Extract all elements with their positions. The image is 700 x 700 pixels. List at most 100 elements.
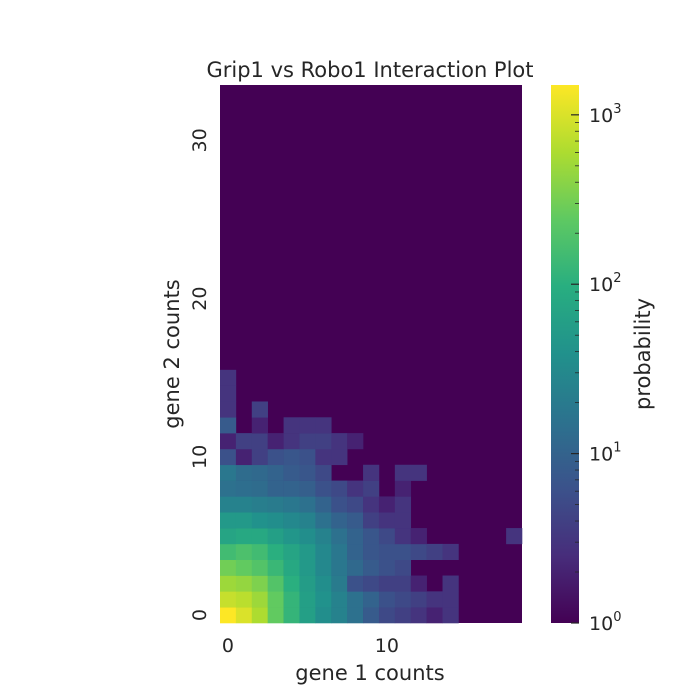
heatmap-cell xyxy=(363,464,380,481)
heatmap-cell xyxy=(347,559,364,576)
heatmap-cell xyxy=(220,512,237,529)
heatmap-cell xyxy=(267,480,284,497)
heatmap-cell xyxy=(235,433,253,450)
heatmap-cell xyxy=(220,480,237,497)
heatmap-cell xyxy=(363,543,380,560)
heatmap-cell xyxy=(251,401,268,418)
heatmap-cell xyxy=(378,512,396,529)
heatmap-cell xyxy=(331,496,348,513)
heatmap-cell xyxy=(426,607,443,624)
heatmap-cell xyxy=(267,607,284,624)
heatmap-cell xyxy=(442,575,459,592)
heatmap-cell xyxy=(251,543,268,560)
heatmap-cell xyxy=(299,575,316,592)
heatmap-cell xyxy=(267,575,284,592)
heatmap-cell xyxy=(363,512,380,529)
heatmap-cell xyxy=(283,591,300,608)
heatmap-cell xyxy=(331,575,348,592)
heatmap-cell xyxy=(363,591,380,608)
heatmap-cell xyxy=(299,528,316,545)
heatmap-cell xyxy=(299,433,316,450)
heatmap-cell xyxy=(251,448,268,466)
heatmap-cell xyxy=(220,385,237,402)
heatmap-cell xyxy=(394,607,412,624)
heatmap-cell xyxy=(315,607,332,624)
heatmap-cell xyxy=(442,591,459,608)
heatmap-cell xyxy=(235,528,253,545)
heatmap-cell xyxy=(315,559,332,576)
x-tick-label: 0 xyxy=(222,635,234,657)
heatmap-cell xyxy=(315,575,332,592)
heatmap-cell xyxy=(363,480,380,497)
heatmap-cell xyxy=(251,607,268,624)
heatmap-cell xyxy=(267,591,284,608)
heatmap-cell xyxy=(378,607,396,624)
heatmap-cell xyxy=(331,448,348,466)
colorbar-tick-label: 102 xyxy=(589,271,621,296)
heatmap-cell xyxy=(283,480,300,497)
heatmap-cell xyxy=(394,575,412,592)
heatmap-cell xyxy=(299,417,316,434)
heatmap-cell xyxy=(267,512,284,529)
colorbar-tick-label: 100 xyxy=(589,610,621,635)
heatmap-cell xyxy=(283,512,300,529)
heatmap-cell xyxy=(394,591,412,608)
heatmap-cell xyxy=(283,528,300,545)
heatmap-cell xyxy=(394,543,412,560)
heatmap-cell xyxy=(315,480,332,497)
heatmap-cell xyxy=(299,496,316,513)
chart-title: Grip1 vs Robo1 Interaction Plot xyxy=(206,58,533,82)
heatmap-cell xyxy=(315,417,332,434)
heatmap-cell xyxy=(331,607,348,624)
heatmap-cell xyxy=(347,575,364,592)
heatmap-cell xyxy=(220,464,237,481)
heatmap-cell xyxy=(363,559,380,576)
heatmap-cell xyxy=(283,607,300,624)
heatmap-cell xyxy=(394,512,412,529)
heatmap-cell xyxy=(220,591,237,608)
heatmap-cell xyxy=(315,512,332,529)
heatmap-cell xyxy=(235,575,253,592)
heatmap-cell xyxy=(267,496,284,513)
heatmap-cell xyxy=(267,543,284,560)
heatmap-cell xyxy=(378,575,396,592)
heatmap-cell xyxy=(315,496,332,513)
heatmap-cell xyxy=(283,543,300,560)
heatmap-cell xyxy=(283,448,300,466)
heatmap-cell xyxy=(251,591,268,608)
heatmap-cell xyxy=(347,496,364,513)
heatmap-cell xyxy=(331,559,348,576)
heatmap-cell xyxy=(220,496,237,513)
heatmap-cell xyxy=(410,464,427,481)
heatmap-cell xyxy=(315,433,332,450)
heatmap-cell xyxy=(347,543,364,560)
y-tick-label: 30 xyxy=(189,128,211,152)
heatmap-cell xyxy=(315,543,332,560)
x-axis-ticks: 0 10 xyxy=(222,635,399,657)
heatmap-cell xyxy=(235,512,253,529)
heatmap-cell xyxy=(331,433,348,450)
heatmap-cell xyxy=(331,480,348,497)
heatmap-cell xyxy=(410,528,427,545)
heatmap-cell xyxy=(426,591,443,608)
heatmap-cell xyxy=(378,559,396,576)
heatmap-cell xyxy=(378,528,396,545)
heatmap-cell xyxy=(251,528,268,545)
x-axis-label: gene 1 counts xyxy=(295,661,444,685)
heatmap-cell xyxy=(347,480,364,497)
heatmap-cell xyxy=(299,464,316,481)
heatmap-cell xyxy=(394,464,412,481)
heatmap-cell xyxy=(251,433,268,450)
heatmap-cell xyxy=(235,543,253,560)
heatmap-cell xyxy=(347,512,364,529)
heatmap-cell xyxy=(410,591,427,608)
heatmap-cell xyxy=(251,512,268,529)
heatmap-cell xyxy=(394,480,412,497)
heatmap-cell xyxy=(299,512,316,529)
heatmap-cell xyxy=(235,496,253,513)
colorbar-tick-label: 103 xyxy=(589,102,621,127)
heatmap-cell xyxy=(251,559,268,576)
heatmap-cell xyxy=(331,528,348,545)
heatmap-cell xyxy=(283,433,300,450)
heatmap-cell xyxy=(283,559,300,576)
